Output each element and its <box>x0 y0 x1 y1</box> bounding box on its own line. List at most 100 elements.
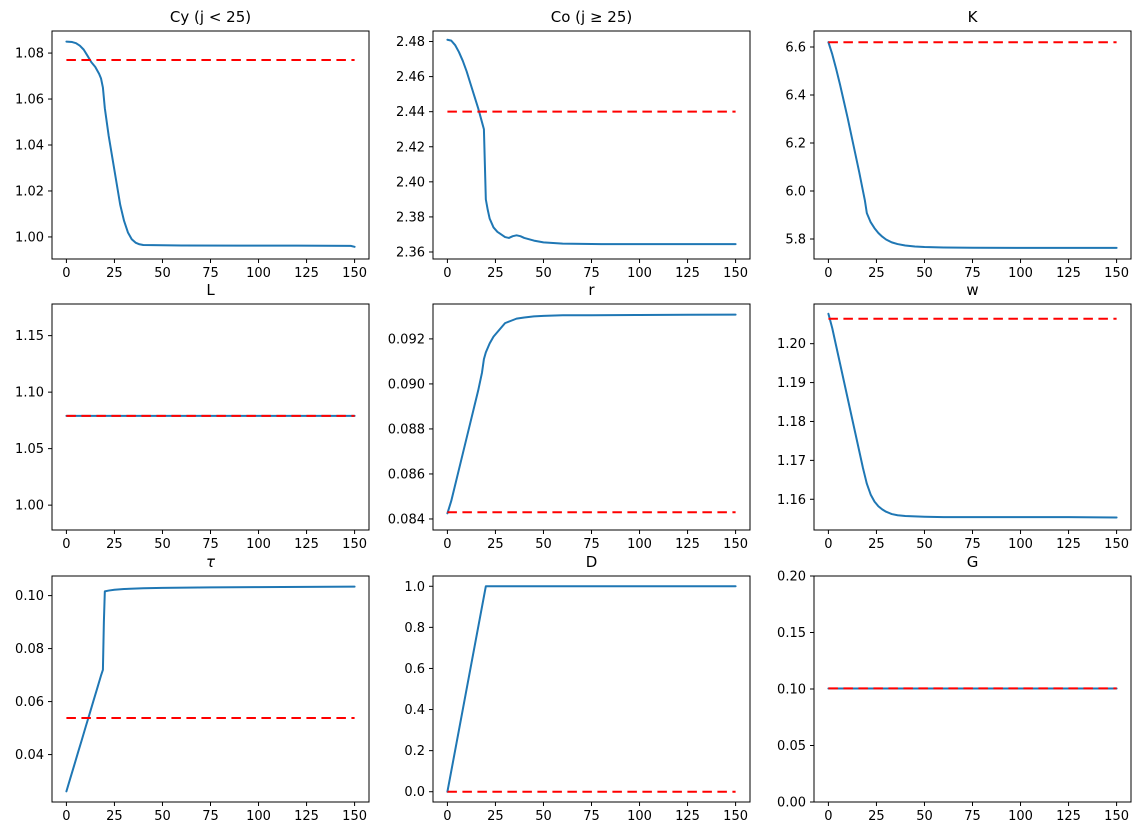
y-tick-label: 0.20 <box>777 570 806 585</box>
x-tick-label: 150 <box>342 809 367 824</box>
y-tick-label: 6.6 <box>785 41 806 56</box>
y-tick-label: 0.8 <box>404 621 425 636</box>
x-tick-label: 25 <box>106 809 123 824</box>
series-line-transition-path <box>65 585 356 793</box>
plot-area <box>433 31 750 259</box>
plot-area <box>433 304 750 530</box>
axes-frame <box>432 30 751 260</box>
y-tick-label: 1.05 <box>15 442 44 457</box>
x-tick-label: 150 <box>342 266 367 281</box>
x-tick-label: 150 <box>723 266 748 281</box>
x-tick-label: 0 <box>443 266 451 281</box>
x-tick-label: 125 <box>1056 266 1081 281</box>
x-tick-label: 0 <box>443 809 451 824</box>
y-tick-label: 1.17 <box>777 454 806 469</box>
series-line-transition-path <box>65 40 356 248</box>
y-tick-label: 0.6 <box>404 662 425 677</box>
x-tick-label: 50 <box>916 266 933 281</box>
x-tick-label: 125 <box>294 809 319 824</box>
series-line-transition-path <box>446 585 737 793</box>
x-tick-label: 75 <box>964 266 981 281</box>
y-tick-label: 6.0 <box>785 185 806 200</box>
x-tick-label: 100 <box>1008 266 1033 281</box>
y-tick-label: 5.8 <box>785 233 806 248</box>
x-tick-label: 25 <box>106 266 123 281</box>
subplot-k: 0 25 50 75 100 125 150 5.8 6.0 6.2 6.4 6.6 K <box>752 4 1145 291</box>
y-tick-label: 1.0 <box>404 580 425 595</box>
subplot-title: r <box>588 281 595 299</box>
plot-area <box>52 31 369 259</box>
x-tick-label: 0 <box>824 266 832 281</box>
y-tick-label: 1.20 <box>777 337 806 352</box>
y-tick-label: 1.10 <box>15 386 44 401</box>
x-tick-label: 125 <box>1056 809 1081 824</box>
x-tick-label: 150 <box>723 809 748 824</box>
subplot-co: 0 25 50 75 100 125 150 2.36 2.38 2.40 2.42 2.44 2.46… <box>371 4 768 291</box>
x-tick-label: 25 <box>106 537 123 552</box>
x-tick-label: 50 <box>535 537 552 552</box>
subplot-l: 0 25 50 75 100 125 150 1.00 1.05 1.10 1.15 L <box>0 277 387 562</box>
x-tick-label: 50 <box>154 266 171 281</box>
y-tick-label: 0.086 <box>388 467 425 482</box>
subplot-title: D <box>586 553 598 571</box>
y-tick-label: 0.084 <box>388 512 425 527</box>
y-tick-label: 0.05 <box>777 739 806 754</box>
subplot-title: Co (j ≥ 25) <box>551 8 632 26</box>
axes-frame <box>813 303 1132 531</box>
x-tick-label: 150 <box>1104 809 1129 824</box>
series-line-transition-path <box>827 41 1118 249</box>
y-tick-label: 0.092 <box>388 332 425 347</box>
x-tick-label: 100 <box>627 266 652 281</box>
subplot-title: L <box>206 281 215 299</box>
x-tick-label: 150 <box>1104 537 1129 552</box>
x-tick-label: 100 <box>627 809 652 824</box>
x-tick-label: 50 <box>154 537 171 552</box>
y-tick-label: 0.0 <box>404 785 425 800</box>
x-tick-label: 150 <box>342 537 367 552</box>
x-tick-label: 100 <box>246 809 271 824</box>
x-tick-label: 75 <box>202 266 219 281</box>
x-tick-label: 125 <box>675 537 700 552</box>
x-tick-label: 0 <box>824 537 832 552</box>
y-tick-label: 0.00 <box>777 796 806 811</box>
x-tick-label: 100 <box>246 537 271 552</box>
x-tick-label: 25 <box>868 537 885 552</box>
x-tick-label: 0 <box>62 809 70 824</box>
y-tick-label: 6.4 <box>785 89 806 104</box>
subplot-g: 0 25 50 75 100 125 150 0.00 0.05 0.10 0.15 0.20 G <box>752 549 1145 834</box>
subplot-tau: 0 25 50 75 100 125 150 0.04 0.06 0.08 0.10 τ <box>0 549 387 834</box>
y-tick-label: 1.04 <box>15 139 44 154</box>
y-tick-label: 6.2 <box>785 137 806 152</box>
y-tick-label: 0.15 <box>777 626 806 641</box>
subplot-d: 0 25 50 75 100 125 150 0.0 0.2 0.4 0.6 0.8 1.0 D <box>371 549 768 834</box>
x-tick-label: 150 <box>1104 266 1129 281</box>
plot-area <box>52 304 369 530</box>
plot-area <box>52 576 369 802</box>
subplot-title: Cy (j < 25) <box>170 8 251 26</box>
axes-frame <box>51 303 370 531</box>
y-tick-label: 0.10 <box>15 589 44 604</box>
subplot-w: 0 25 50 75 100 125 150 1.16 1.17 1.18 1.19 1.20 w <box>752 277 1145 562</box>
y-tick-label: 0.04 <box>15 748 44 763</box>
y-tick-label: 0.10 <box>777 683 806 698</box>
subplot-cy: 0 25 50 75 100 125 150 1.00 1.02 1.04 1.06 1.08 Cy (… <box>0 4 387 291</box>
x-tick-label: 125 <box>294 266 319 281</box>
x-tick-label: 125 <box>675 266 700 281</box>
y-tick-label: 1.18 <box>777 415 806 430</box>
x-tick-label: 50 <box>154 809 171 824</box>
plot-area <box>433 576 750 802</box>
x-tick-label: 25 <box>868 266 885 281</box>
y-tick-label: 1.00 <box>15 230 44 245</box>
x-tick-label: 25 <box>487 266 504 281</box>
series-line-transition-path <box>446 313 737 515</box>
y-tick-label: 2.38 <box>396 210 425 225</box>
subplot-title: G <box>967 553 979 571</box>
x-tick-label: 0 <box>824 809 832 824</box>
x-tick-label: 25 <box>868 809 885 824</box>
y-tick-label: 1.16 <box>777 493 806 508</box>
y-tick-label: 1.15 <box>15 329 44 344</box>
y-tick-label: 2.44 <box>396 105 425 120</box>
y-tick-label: 2.40 <box>396 175 425 190</box>
x-tick-label: 75 <box>202 809 219 824</box>
